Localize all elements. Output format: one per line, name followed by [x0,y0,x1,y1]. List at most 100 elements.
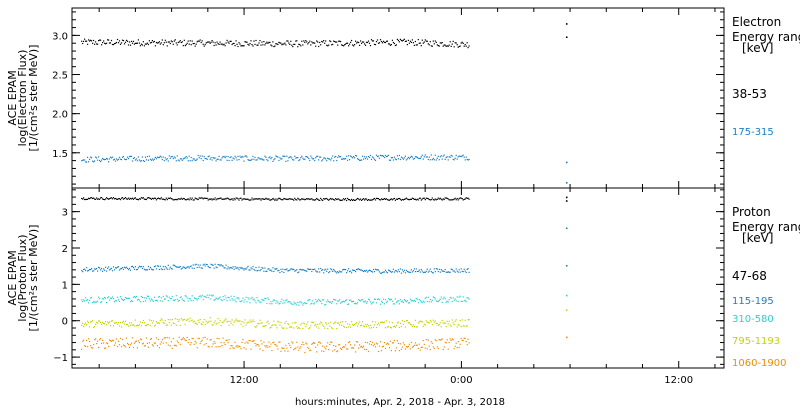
data-point [309,327,311,329]
data-point [260,340,262,342]
data-point [318,268,320,270]
data-point [216,198,218,200]
data-point [142,197,144,199]
data-point [285,320,287,323]
data-point [342,346,344,349]
data-point [451,338,453,340]
data-point [414,342,416,344]
data-point [204,324,206,326]
data-point [168,197,170,200]
data-point [83,197,85,199]
data-point [201,155,203,157]
data-point [223,298,225,301]
data-point [364,326,366,328]
data-point [104,323,106,325]
data-point [258,198,260,200]
data-point [209,158,211,160]
data-point [460,268,462,270]
data-point [362,41,364,43]
data-point [177,300,179,302]
data-point [392,268,394,270]
data-point [338,40,340,42]
data-point [429,349,431,351]
data-point [415,326,417,328]
data-point [184,339,186,341]
data-point [395,44,397,46]
data-point [378,345,381,347]
data-point [453,270,455,272]
data-point [366,271,369,273]
data-point [237,346,239,348]
data-point [371,302,374,304]
data-point [433,321,435,323]
data-point [417,302,419,304]
data-point [213,44,215,47]
data-point [419,349,421,351]
data-point [147,43,149,46]
data-point [115,300,118,302]
data-point [246,341,248,343]
data-point [172,322,174,324]
data-point [397,269,399,271]
data-point [94,339,96,341]
data-point [247,198,249,200]
data-point [400,199,402,201]
data-point [278,341,280,343]
data-point [227,296,229,298]
data-point [108,266,110,268]
data-point [253,268,255,270]
data-point [145,269,147,271]
y-axis-label-proton: [1/(cm²s ster MeV)] [27,225,40,332]
y-axis-label-electron: log(Electron Flux) [16,50,29,147]
data-point [338,155,340,157]
data-point [200,323,202,325]
data-point [337,322,339,324]
data-point [433,199,435,201]
data-point [217,298,219,300]
data-point [404,326,406,328]
data-point [464,159,466,161]
data-point [430,154,432,156]
data-point [341,158,343,160]
data-point [467,159,469,161]
data-point [267,346,269,348]
data-point [88,39,90,41]
data-point [93,39,95,42]
data-point [412,158,414,160]
data-point [265,270,267,272]
data-point [143,45,145,47]
data-point [176,199,178,201]
data-point [288,324,290,326]
data-point [110,39,113,42]
data-point [447,323,449,325]
data-point [148,197,150,199]
data-point [175,198,177,201]
data-point [89,158,91,160]
data-point [266,302,268,304]
data-point [97,340,99,342]
data-point [270,199,272,201]
data-point [105,198,107,200]
data-point [267,160,269,162]
data-point [149,266,151,269]
data-point [137,199,139,201]
data-point [137,156,139,158]
data-point [330,321,332,323]
data-point [298,198,300,200]
data-point [310,44,312,46]
data-point [248,269,250,271]
data-point [392,303,394,305]
data-point [283,43,285,45]
data-point [212,324,214,326]
data-point [81,324,83,326]
data-point [207,345,209,348]
data-point [122,198,125,200]
data-point [255,159,257,161]
data-point [203,45,205,47]
data-point [164,39,166,41]
data-point [85,40,87,42]
data-point [352,157,354,159]
data-point [278,321,280,323]
data-point [435,159,437,161]
data-point [91,321,93,323]
